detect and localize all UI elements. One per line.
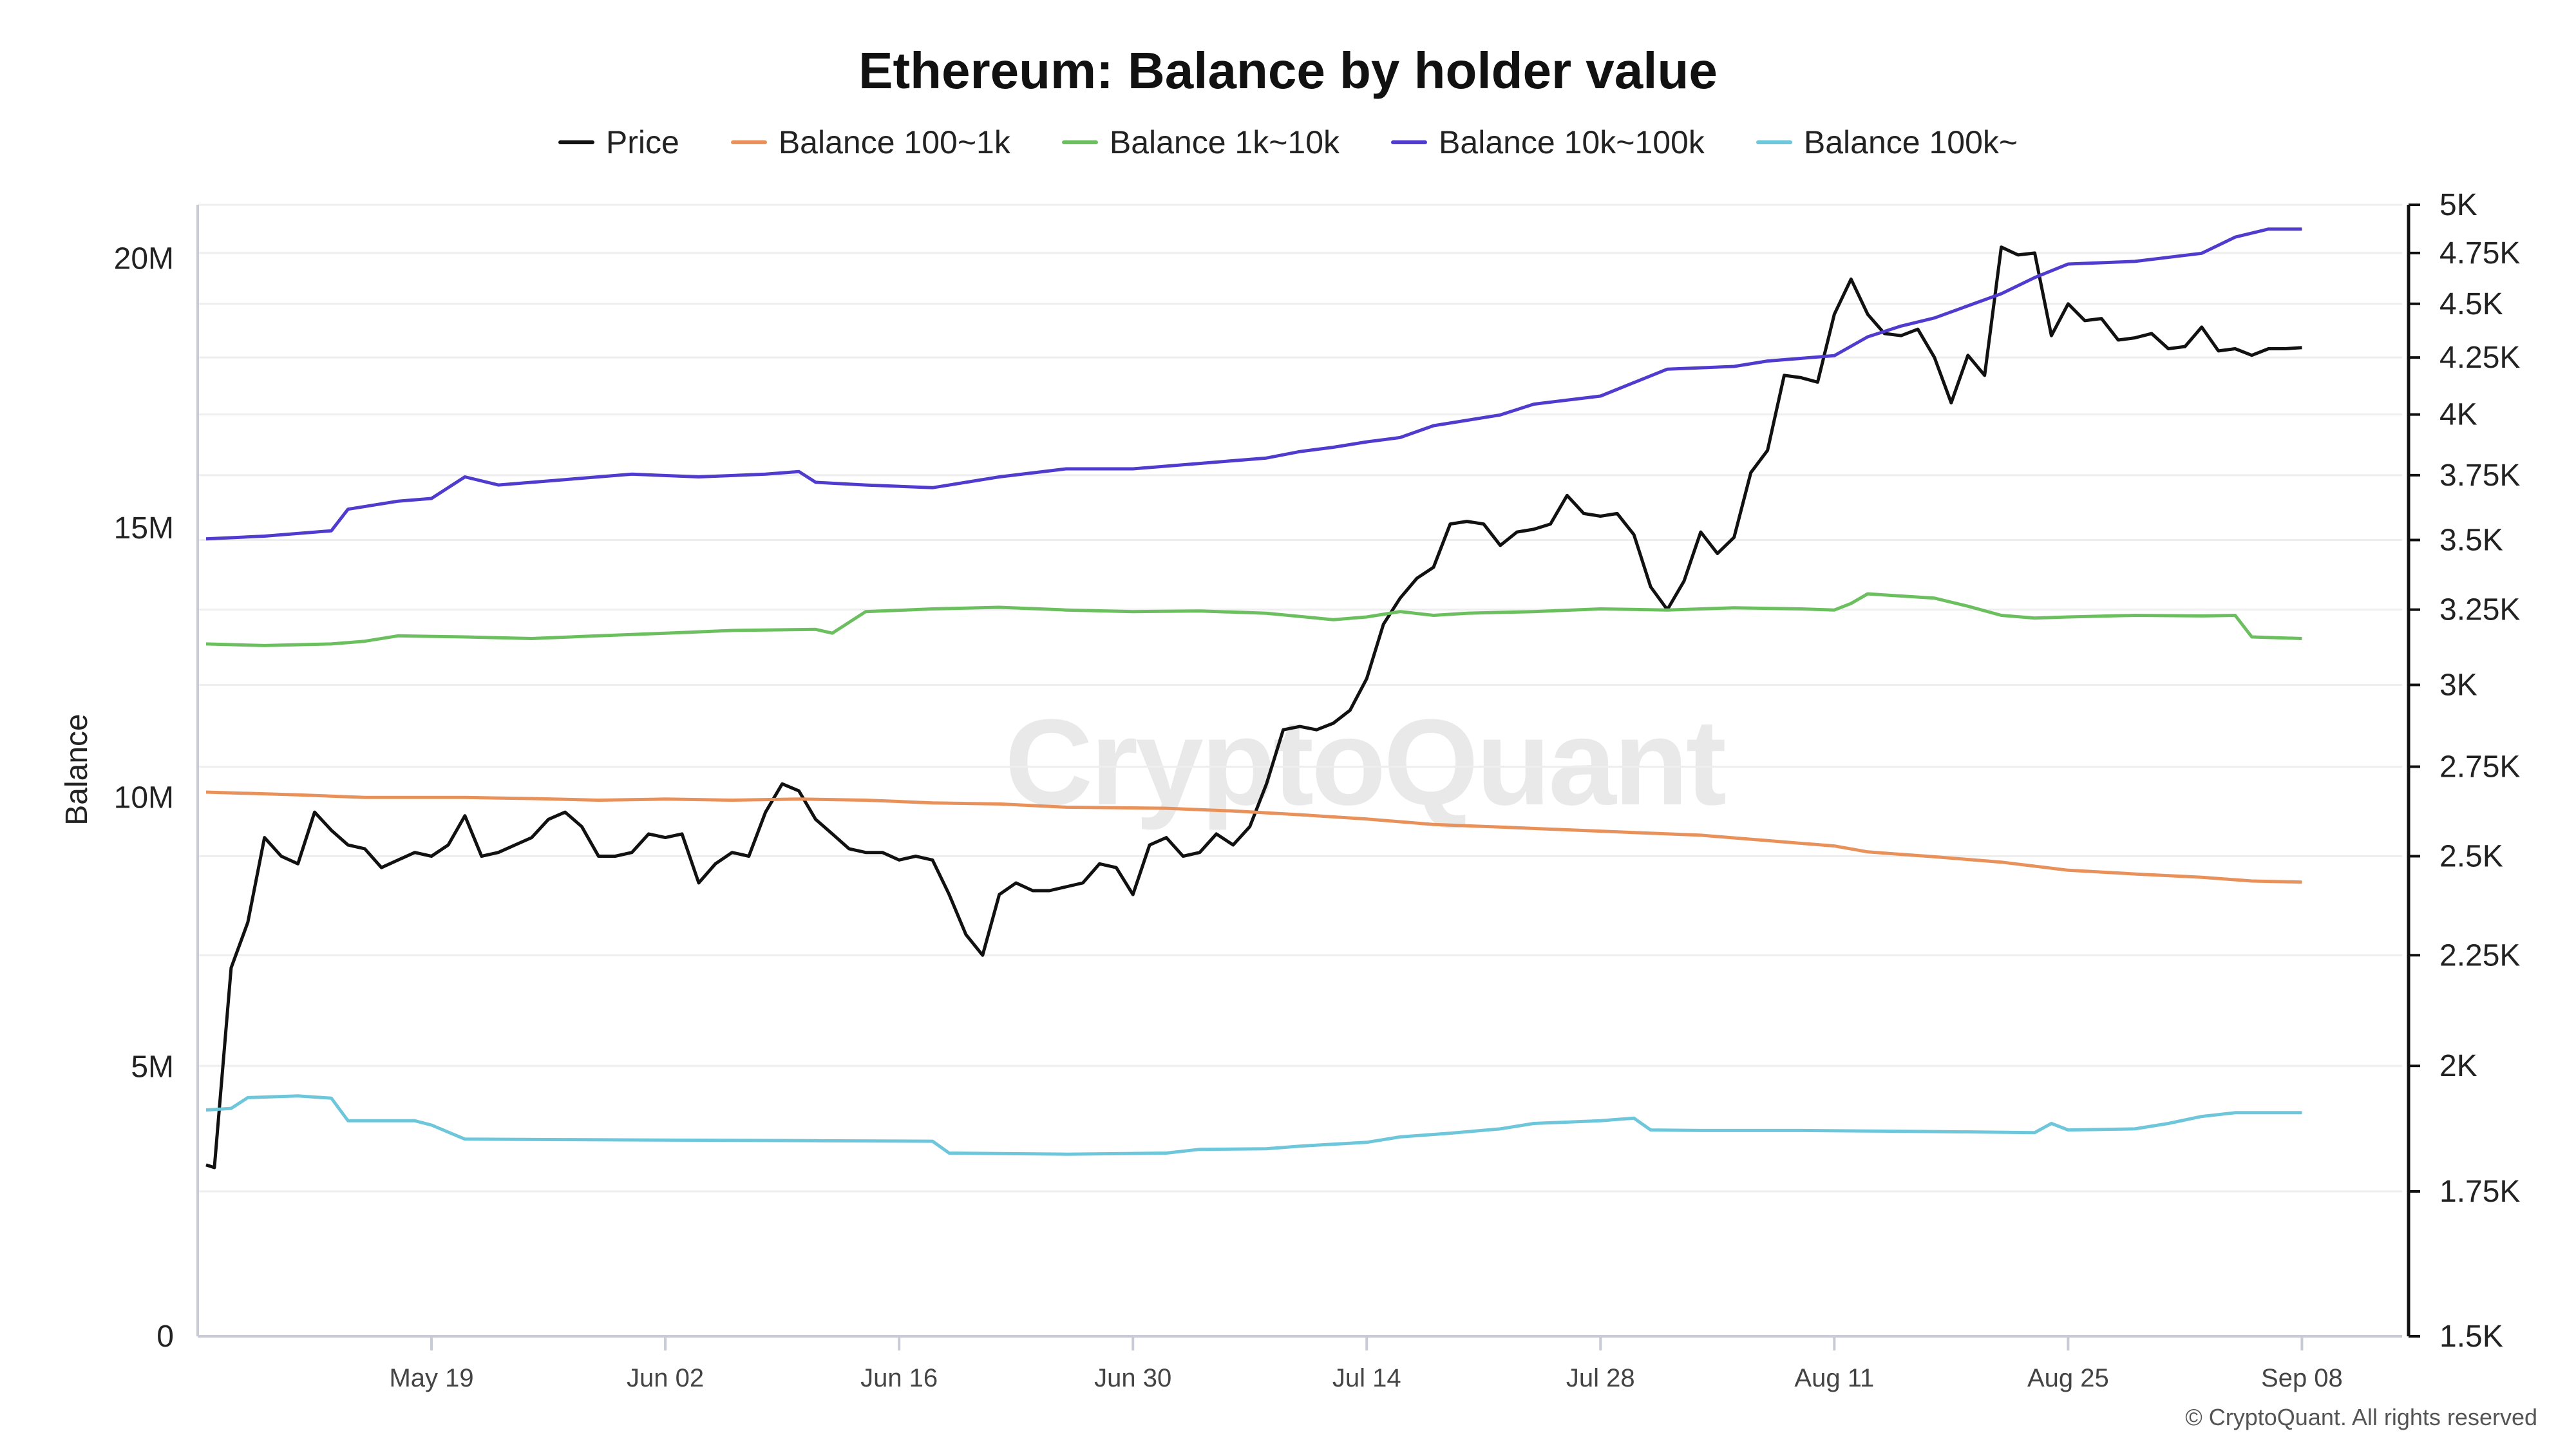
right-tick-label: 2.25K: [2439, 938, 2520, 972]
legend-swatch-balance-100-1k: [730, 140, 767, 144]
right-axis-ticks: 1.5K 1.75K 2K 2.25K 2.5K 2.75K 3K 3.25K 3.5K 3.75…: [2409, 188, 2520, 1354]
x-tick-label: Jun 30: [1094, 1364, 1171, 1392]
chart-title: Ethereum: Balance by holder value: [858, 42, 1718, 99]
x-tick-label: Aug 11: [1794, 1364, 1874, 1392]
series-line-balance-10k-100k[interactable]: [205, 227, 2302, 541]
legend-item-balance-10k-100k[interactable]: Balance 10k~100k: [1391, 124, 1705, 161]
right-tick-label: 2.5K: [2439, 840, 2503, 874]
right-tick-label: 2.75K: [2439, 750, 2520, 784]
x-tick-label: Jun 16: [860, 1364, 938, 1392]
legend-item-price[interactable]: Price: [558, 124, 679, 161]
legend-label-price: Price: [605, 124, 679, 160]
series-lines: [205, 227, 2302, 1170]
legend-item-balance-100-1k[interactable]: Balance 100~1k: [730, 124, 1010, 161]
series-line-balance-100k[interactable]: [205, 1094, 2302, 1156]
left-tick-label: 15M: [114, 511, 174, 545]
left-tick-label: 0: [156, 1320, 174, 1354]
right-tick-label: 3.5K: [2439, 524, 2503, 558]
legend: Price Balance 100~1k Balance 1k~10k Bala…: [0, 124, 2576, 161]
legend-swatch-balance-100k-plus: [1756, 140, 1792, 144]
left-tick-label: 20M: [114, 242, 174, 276]
gridlines: [198, 204, 2402, 1338]
right-tick-label: 2K: [2439, 1049, 2477, 1083]
x-tick-label: Jun 02: [627, 1364, 704, 1392]
right-tick-label: 4.75K: [2439, 236, 2520, 270]
legend-item-balance-1k-10k[interactable]: Balance 1k~10k: [1061, 124, 1340, 161]
x-axis-ticks: May 19 Jun 02 Jun 16 Jun 30 Jul 14 Jul 28 Aug …: [389, 1336, 2343, 1392]
right-tick-label: 3.75K: [2439, 459, 2520, 493]
left-tick-label: 10M: [114, 781, 174, 815]
legend-label-balance-100k-plus: Balance 100k~: [1803, 124, 2018, 160]
series-line-price[interactable]: [205, 245, 2302, 1170]
right-tick-label: 4.25K: [2439, 341, 2520, 375]
left-axis-ticks: 0 5M 10M 15M 20M: [114, 242, 174, 1354]
right-tick-label: 4.5K: [2439, 287, 2503, 321]
legend-label-balance-100-1k: Balance 100~1k: [778, 124, 1010, 160]
copyright-notice: © CryptoQuant. All rights reserved: [2185, 1404, 2537, 1430]
x-tick-label: Jul 28: [1566, 1364, 1635, 1392]
legend-swatch-price: [558, 140, 594, 144]
x-tick-label: May 19: [389, 1364, 473, 1392]
x-tick-label: Aug 25: [2027, 1364, 2109, 1392]
y-axis-label: Balance: [60, 714, 94, 825]
right-tick-label: 3K: [2439, 668, 2477, 702]
right-tick-label: 1.5K: [2439, 1320, 2503, 1354]
legend-swatch-balance-1k-10k: [1061, 140, 1098, 144]
right-tick-label: 3.25K: [2439, 593, 2520, 627]
series-line-balance-100-1k[interactable]: [205, 790, 2302, 884]
legend-label-balance-1k-10k: Balance 1k~10k: [1109, 124, 1340, 160]
x-tick-label: Jul 14: [1332, 1364, 1401, 1392]
right-tick-label: 1.75K: [2439, 1175, 2520, 1209]
legend-label-balance-10k-100k: Balance 10k~100k: [1439, 124, 1705, 160]
legend-swatch-balance-10k-100k: [1391, 140, 1428, 144]
x-tick-label: Sep 08: [2261, 1364, 2343, 1392]
right-tick-label: 4K: [2439, 398, 2477, 432]
legend-item-balance-100k-plus[interactable]: Balance 100k~: [1756, 124, 2018, 161]
right-tick-label: 5K: [2439, 188, 2477, 222]
series-line-balance-1k-10k[interactable]: [205, 592, 2302, 647]
left-tick-label: 5M: [131, 1050, 174, 1084]
